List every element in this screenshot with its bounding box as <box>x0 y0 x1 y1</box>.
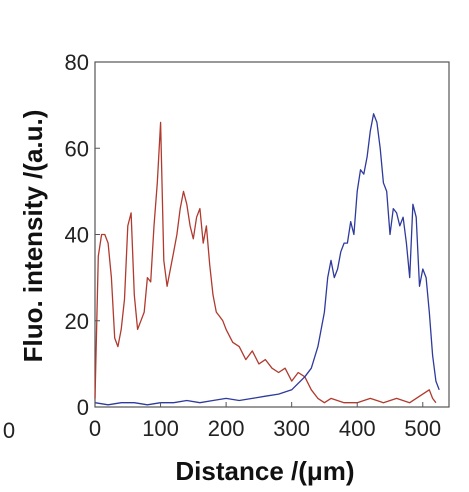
x-tick-label: 100 <box>142 416 179 441</box>
axis-layer: 0 100 200 300 400 500 0 20 40 60 80 <box>65 50 442 441</box>
y-tick-label: 40 <box>65 223 89 248</box>
x-tick-label: 0 <box>89 416 101 441</box>
y-tick-label: 0 <box>77 395 89 420</box>
plot-area <box>94 61 450 408</box>
x-tick-label: 400 <box>339 416 376 441</box>
y-axis-title: Fluo. intensity /(a.u.) <box>18 110 48 363</box>
series-line-2 <box>94 113 440 406</box>
series-layer <box>94 113 440 406</box>
plot-frame <box>94 61 450 408</box>
y-tick-label: 60 <box>65 136 89 161</box>
x-axis-title: Distance /(μm) <box>175 456 354 486</box>
outer-zero-label: 0 <box>3 418 15 443</box>
series-line-1 <box>94 121 437 404</box>
x-tick-label: 300 <box>273 416 310 441</box>
y-tick-label: 20 <box>65 309 89 334</box>
x-tick-label: 200 <box>208 416 245 441</box>
x-tick-label: 500 <box>404 416 441 441</box>
y-tick-label: 80 <box>65 50 89 75</box>
